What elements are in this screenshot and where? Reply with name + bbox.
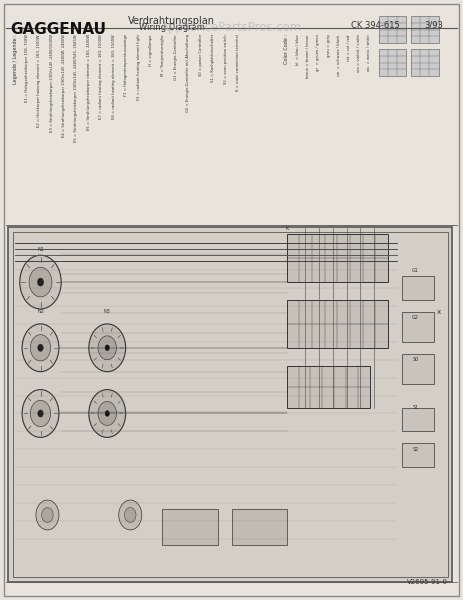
Text: M = Temperaturregler: M = Temperaturregler: [162, 34, 165, 76]
Bar: [402, 354, 434, 383]
Text: E8 = radiant heating element = 183, 1500W: E8 = radiant heating element = 183, 1500…: [112, 34, 116, 119]
Text: H = signallampe: H = signallampe: [149, 34, 153, 66]
Text: S0 = power Controller: S0 = power Controller: [199, 34, 203, 76]
Text: E7 = radiant heating element = 183, 1500W: E7 = radiant heating element = 183, 1500…: [99, 34, 103, 119]
Circle shape: [105, 410, 109, 416]
Text: bl  = blau / blue: bl = blau / blue: [296, 34, 300, 65]
Text: S1 = Kochplattenschalter: S1 = Kochplattenschalter: [211, 34, 215, 82]
Text: G2 = Energie-Controller mit Abschaltung: G2 = Energie-Controller mit Abschaltung: [186, 34, 190, 112]
Text: V2695-91-0: V2695-91-0: [407, 580, 448, 586]
Text: S2: S2: [413, 447, 419, 452]
Text: N3: N3: [104, 310, 111, 314]
Circle shape: [89, 389, 125, 437]
Text: F1 = Halogentemperaturanzeige: F1 = Halogentemperaturanzeige: [124, 34, 128, 97]
Bar: [287, 300, 388, 348]
Text: 3/93: 3/93: [424, 20, 443, 29]
Bar: [163, 509, 218, 545]
Bar: [402, 276, 434, 300]
Text: rot = rot / red: rot = rot / red: [347, 34, 351, 61]
Circle shape: [98, 401, 116, 425]
Text: Legende / Legende :: Legende / Legende :: [13, 34, 18, 84]
Bar: [402, 443, 434, 467]
Circle shape: [36, 500, 59, 530]
Text: S0: S0: [413, 357, 419, 362]
Circle shape: [105, 345, 109, 350]
Circle shape: [22, 324, 59, 371]
Text: Verdrahtungsplan: Verdrahtungsplan: [128, 16, 215, 26]
Circle shape: [20, 255, 61, 309]
Text: K = main connection terminal: K = main connection terminal: [236, 34, 240, 91]
Text: CK 394-615: CK 394-615: [351, 20, 400, 29]
Text: F2 = radiant heating element light: F2 = radiant heating element light: [137, 34, 141, 100]
Bar: [8, 227, 452, 582]
Text: GAGGENAU: GAGGENAU: [11, 22, 106, 37]
Circle shape: [22, 389, 59, 437]
Circle shape: [29, 268, 52, 297]
Circle shape: [31, 400, 50, 427]
Text: Color Code :: Color Code :: [284, 34, 289, 64]
Text: vio = violett / violet: vio = violett / violet: [357, 34, 361, 72]
Text: N1: N1: [37, 247, 44, 252]
Text: N2: N2: [37, 310, 44, 314]
Text: K: K: [285, 226, 288, 231]
Bar: [287, 235, 388, 282]
Circle shape: [31, 335, 50, 361]
Text: E3 = Strahlungsheizkorper 230Vx145 ,2400/1500W: E3 = Strahlungsheizkorper 230Vx145 ,2400…: [50, 34, 54, 132]
Text: S2 = oven position switch: S2 = oven position switch: [224, 34, 227, 84]
Circle shape: [38, 410, 43, 417]
Text: E2 = Heizkorper haizung element = 183, 1500W: E2 = Heizkorper haizung element = 183, 1…: [37, 34, 41, 127]
Circle shape: [42, 508, 53, 523]
Text: sw  = schwarz / black: sw = schwarz / black: [337, 34, 341, 76]
Bar: [402, 407, 434, 431]
Bar: [287, 365, 369, 407]
Bar: [379, 16, 407, 43]
Circle shape: [98, 336, 116, 360]
Text: grau = grey: grau = grey: [326, 34, 331, 57]
Text: G2: G2: [412, 316, 419, 320]
Circle shape: [89, 324, 125, 371]
Bar: [411, 16, 438, 43]
Bar: [411, 49, 438, 76]
Text: G1 = Energie-Controller: G1 = Energie-Controller: [174, 34, 178, 80]
Bar: [379, 49, 407, 76]
Text: AppliancePartsPros.com: AppliancePartsPros.com: [161, 20, 302, 34]
Text: S1: S1: [413, 405, 419, 410]
Circle shape: [38, 344, 43, 352]
Text: E5 = Strahlungsheizkorper 230Vx145, 2400/545, 2045W: E5 = Strahlungsheizkorper 230Vx145, 2400…: [75, 34, 78, 142]
Text: E4 = Strahlungsheizkorper 230Vx145 ,2400W, 2460W: E4 = Strahlungsheizkorper 230Vx145 ,2400…: [62, 34, 66, 137]
Bar: [402, 312, 434, 342]
Text: G1: G1: [412, 268, 419, 272]
Bar: [232, 509, 287, 545]
Text: E1 = Halogenheizkorper 158, 750W: E1 = Halogenheizkorper 158, 750W: [25, 34, 29, 102]
Text: braun = brown / braun: braun = brown / braun: [307, 34, 310, 77]
Text: E6 = Strahlungsheizkorper element = 183, 2400W: E6 = Strahlungsheizkorper element = 183,…: [87, 34, 91, 130]
Text: gr  = gruen / green: gr = gruen / green: [317, 34, 320, 71]
Text: Wiring Diagram: Wiring Diagram: [139, 23, 205, 32]
Circle shape: [119, 500, 142, 530]
Text: ws  = weiss / white: ws = weiss / white: [367, 34, 371, 71]
Circle shape: [125, 508, 136, 523]
Text: x: x: [437, 309, 441, 315]
Circle shape: [38, 278, 44, 286]
Bar: [13, 232, 448, 577]
